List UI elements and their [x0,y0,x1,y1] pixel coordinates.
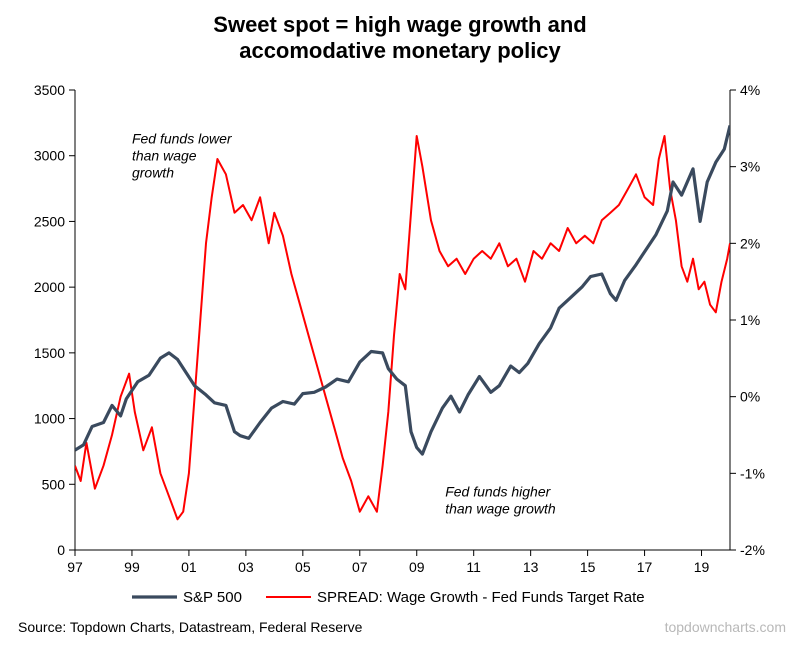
annotation-a2-line0: Fed funds higher [445,483,551,499]
y-right-tick-label: 1% [740,312,760,328]
y-left-tick-label: 0 [57,542,65,558]
annotation-a1-line0: Fed funds lower [132,131,233,147]
y-left-tick-label: 2500 [34,213,65,229]
chart-title-line1: Sweet spot = high wage growth and [213,12,586,37]
y-right-tick-label: 3% [740,159,760,175]
source-text: Source: Topdown Charts, Datastream, Fede… [18,619,363,635]
x-tick-label: 13 [523,559,539,575]
chart-title-line2: accomodative monetary policy [239,38,561,63]
x-tick-label: 05 [295,559,311,575]
watermark: topdowncharts.com [665,619,786,635]
y-left-tick-label: 3000 [34,148,65,164]
y-right-tick-label: 4% [740,82,760,98]
series-spread-line [75,136,730,519]
y-right-tick-label: -2% [740,542,765,558]
legend-label: SPREAD: Wage Growth - Fed Funds Target R… [317,589,645,606]
x-tick-label: 97 [67,559,83,575]
chart-svg: Sweet spot = high wage growth andaccomod… [0,0,800,645]
y-left-tick-label: 500 [42,476,66,492]
x-tick-label: 15 [580,559,596,575]
y-right-tick-label: 0% [740,389,760,405]
x-tick-label: 07 [352,559,368,575]
annotation-a1-line2: growth [132,165,174,181]
x-tick-label: 09 [409,559,425,575]
annotation-a2-line1: than wage growth [445,500,556,516]
x-tick-label: 17 [637,559,653,575]
chart-container: Sweet spot = high wage growth andaccomod… [0,0,800,645]
y-right-tick-label: -1% [740,465,765,481]
legend-label: S&P 500 [183,589,242,606]
y-left-tick-label: 2000 [34,279,65,295]
y-right-tick-label: 2% [740,235,760,251]
y-left-tick-label: 1500 [34,345,65,361]
annotation-a1-line1: than wage [132,148,197,164]
x-tick-label: 19 [694,559,710,575]
x-tick-label: 11 [466,559,481,575]
y-left-tick-label: 3500 [34,82,65,98]
x-tick-label: 01 [181,559,197,575]
y-left-tick-label: 1000 [34,411,65,427]
x-tick-label: 99 [124,559,140,575]
x-tick-label: 03 [238,559,254,575]
